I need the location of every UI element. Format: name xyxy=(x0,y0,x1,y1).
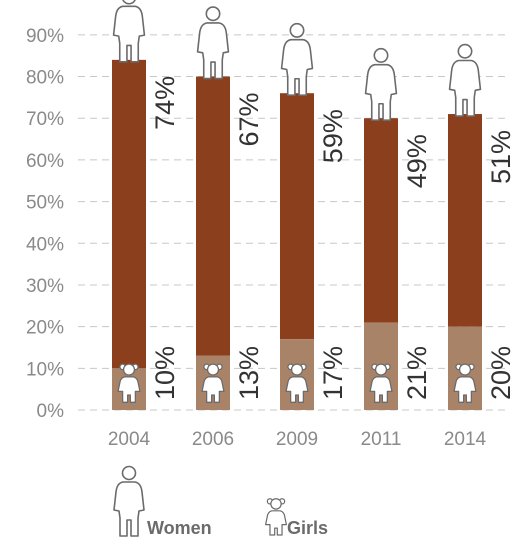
y-tick-label: 90% xyxy=(26,26,64,47)
girl-icon xyxy=(369,363,393,403)
bar-women xyxy=(448,114,482,327)
girl-icon xyxy=(453,363,477,403)
data-label-women: 59% xyxy=(318,109,348,163)
girl-icon xyxy=(265,498,287,536)
x-axis: 2004 2006 2009 2011 2014 xyxy=(108,429,487,450)
data-label-girls: 20% xyxy=(486,346,516,400)
woman-icon xyxy=(113,465,145,537)
data-label-girls: 17% xyxy=(318,346,348,400)
y-tick-label: 80% xyxy=(26,68,64,89)
y-tick-label: 20% xyxy=(26,318,64,339)
bar-women xyxy=(280,93,314,340)
y-tick-label: 30% xyxy=(26,276,64,297)
woman-icon xyxy=(448,43,482,117)
data-label-girls: 21% xyxy=(402,346,432,400)
data-label-girls: 13% xyxy=(234,346,264,400)
y-axis: 0% 10% 20% 30% 40% 50% 60% 70% 80% 90% xyxy=(26,26,64,422)
data-label-women: 74% xyxy=(150,76,180,130)
woman-icon xyxy=(196,6,230,80)
woman-icon xyxy=(364,47,398,122)
legend: Women Girls xyxy=(113,465,328,538)
y-tick-label: 60% xyxy=(26,151,64,172)
y-tick-label: 0% xyxy=(37,401,65,422)
woman-icon xyxy=(280,22,314,97)
x-tick-label: 2004 xyxy=(108,429,151,450)
bar-women xyxy=(112,59,146,369)
x-tick-label: 2006 xyxy=(192,429,234,450)
legend-girls-label: Girls xyxy=(287,518,328,538)
bar-women xyxy=(364,118,398,323)
x-tick-label: 2014 xyxy=(444,429,487,450)
girl-icon xyxy=(201,363,225,403)
legend-women-label: Women xyxy=(147,518,212,538)
data-label-women: 67% xyxy=(234,92,264,146)
y-tick-label: 10% xyxy=(26,359,64,380)
data-label-girls: 10% xyxy=(150,346,180,400)
x-tick-label: 2009 xyxy=(276,429,318,450)
y-tick-label: 40% xyxy=(26,234,64,255)
data-label-women: 51% xyxy=(486,130,516,184)
y-tick-label: 50% xyxy=(26,193,64,214)
x-tick-label: 2011 xyxy=(361,429,402,450)
bars: 74% 10% 67% 13% 59% 17% 49% 21% 51% 20% xyxy=(112,0,516,410)
y-tick-label: 70% xyxy=(26,109,64,130)
girl-icon xyxy=(117,363,141,403)
woman-icon xyxy=(112,0,146,63)
girl-icon xyxy=(285,363,309,403)
bar-women xyxy=(196,76,230,356)
data-label-women: 49% xyxy=(402,134,432,188)
